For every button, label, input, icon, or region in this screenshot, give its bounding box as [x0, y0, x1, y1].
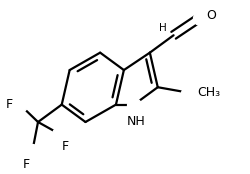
Text: F: F [23, 158, 30, 171]
Text: H: H [159, 23, 167, 33]
Text: F: F [62, 140, 69, 153]
Text: NH: NH [127, 115, 146, 128]
Text: CH₃: CH₃ [197, 86, 220, 99]
Text: O: O [206, 9, 216, 22]
Text: F: F [6, 98, 13, 111]
